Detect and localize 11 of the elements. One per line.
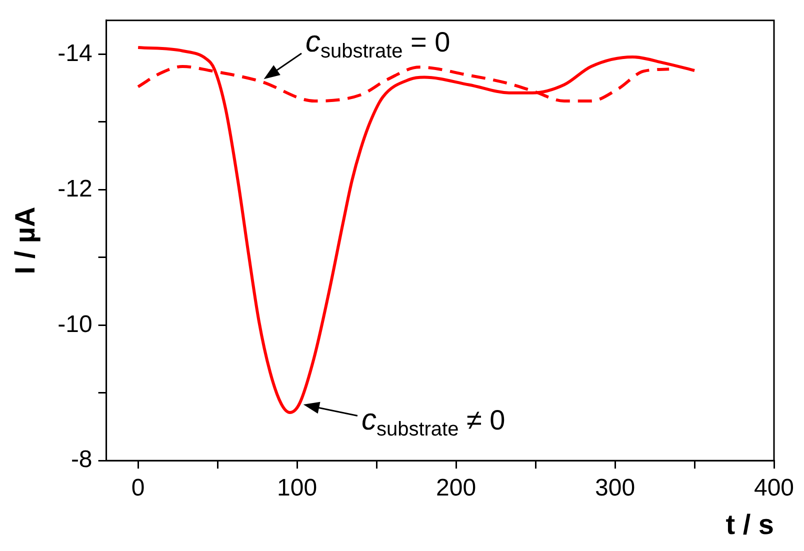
y-axis-title: I / µA [10,206,41,274]
x-tick-label: 400 [754,474,794,502]
x-tick-label: 300 [594,474,636,502]
y-tick-label: -12 [58,175,92,202]
x-axis-title: t / s [726,508,774,540]
x-tick-label: 200 [436,474,476,502]
y-tick-label: -8 [70,446,92,474]
x-tick-label: 100 [277,474,318,502]
y-tick-label: -10 [58,310,92,338]
y-tick-label: -14 [58,40,92,67]
x-tick-label: 0 [131,474,145,502]
